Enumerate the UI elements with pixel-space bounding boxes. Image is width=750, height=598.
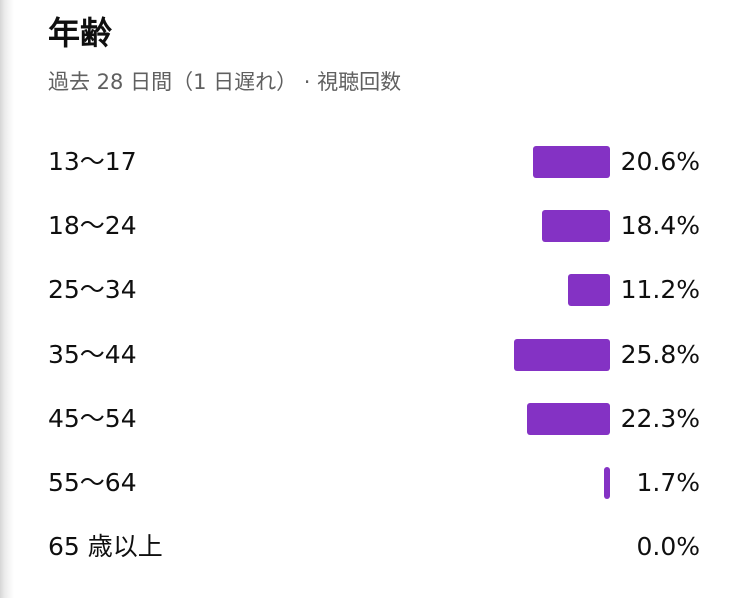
- chart-row: 45〜54 22.3%: [0, 399, 750, 439]
- panel-left-edge-shadow: [0, 0, 14, 598]
- card-subtitle: 過去 28 日間（1 日遅れ） · 視聴回数: [48, 70, 402, 94]
- chart-row: 65 歳以上 0.0%: [0, 527, 750, 567]
- category-label: 65 歳以上: [48, 532, 163, 562]
- bar: [603, 467, 610, 499]
- value-label: 0.0%: [636, 532, 700, 562]
- category-label: 55〜64: [48, 468, 137, 497]
- chart-row: 13〜17 20.6%: [0, 142, 750, 182]
- category-label: 13〜17: [48, 147, 137, 176]
- category-label: 25〜34: [48, 275, 137, 305]
- bar: [533, 146, 610, 178]
- bar: [514, 338, 610, 371]
- value-label: 18.4%: [620, 211, 700, 241]
- category-label: 45〜54: [48, 403, 137, 433]
- value-label: 25.8%: [620, 339, 700, 369]
- value-label: 11.2%: [620, 275, 700, 305]
- bar: [568, 274, 610, 307]
- value-label: 22.3%: [620, 403, 700, 433]
- category-label: 35〜44: [48, 339, 137, 369]
- value-label: 20.6%: [620, 147, 700, 176]
- chart-row: 18〜24 18.4%: [0, 206, 750, 246]
- chart-row: 55〜64 1.7%: [0, 463, 750, 503]
- value-label: 1.7%: [636, 468, 700, 497]
- chart-row: 25〜34 11.2%: [0, 270, 750, 310]
- bar: [527, 402, 610, 435]
- card-title: 年齢: [48, 14, 113, 52]
- bar: [541, 210, 610, 243]
- chart-row: 35〜44 25.8%: [0, 335, 750, 375]
- category-label: 18〜24: [48, 211, 137, 241]
